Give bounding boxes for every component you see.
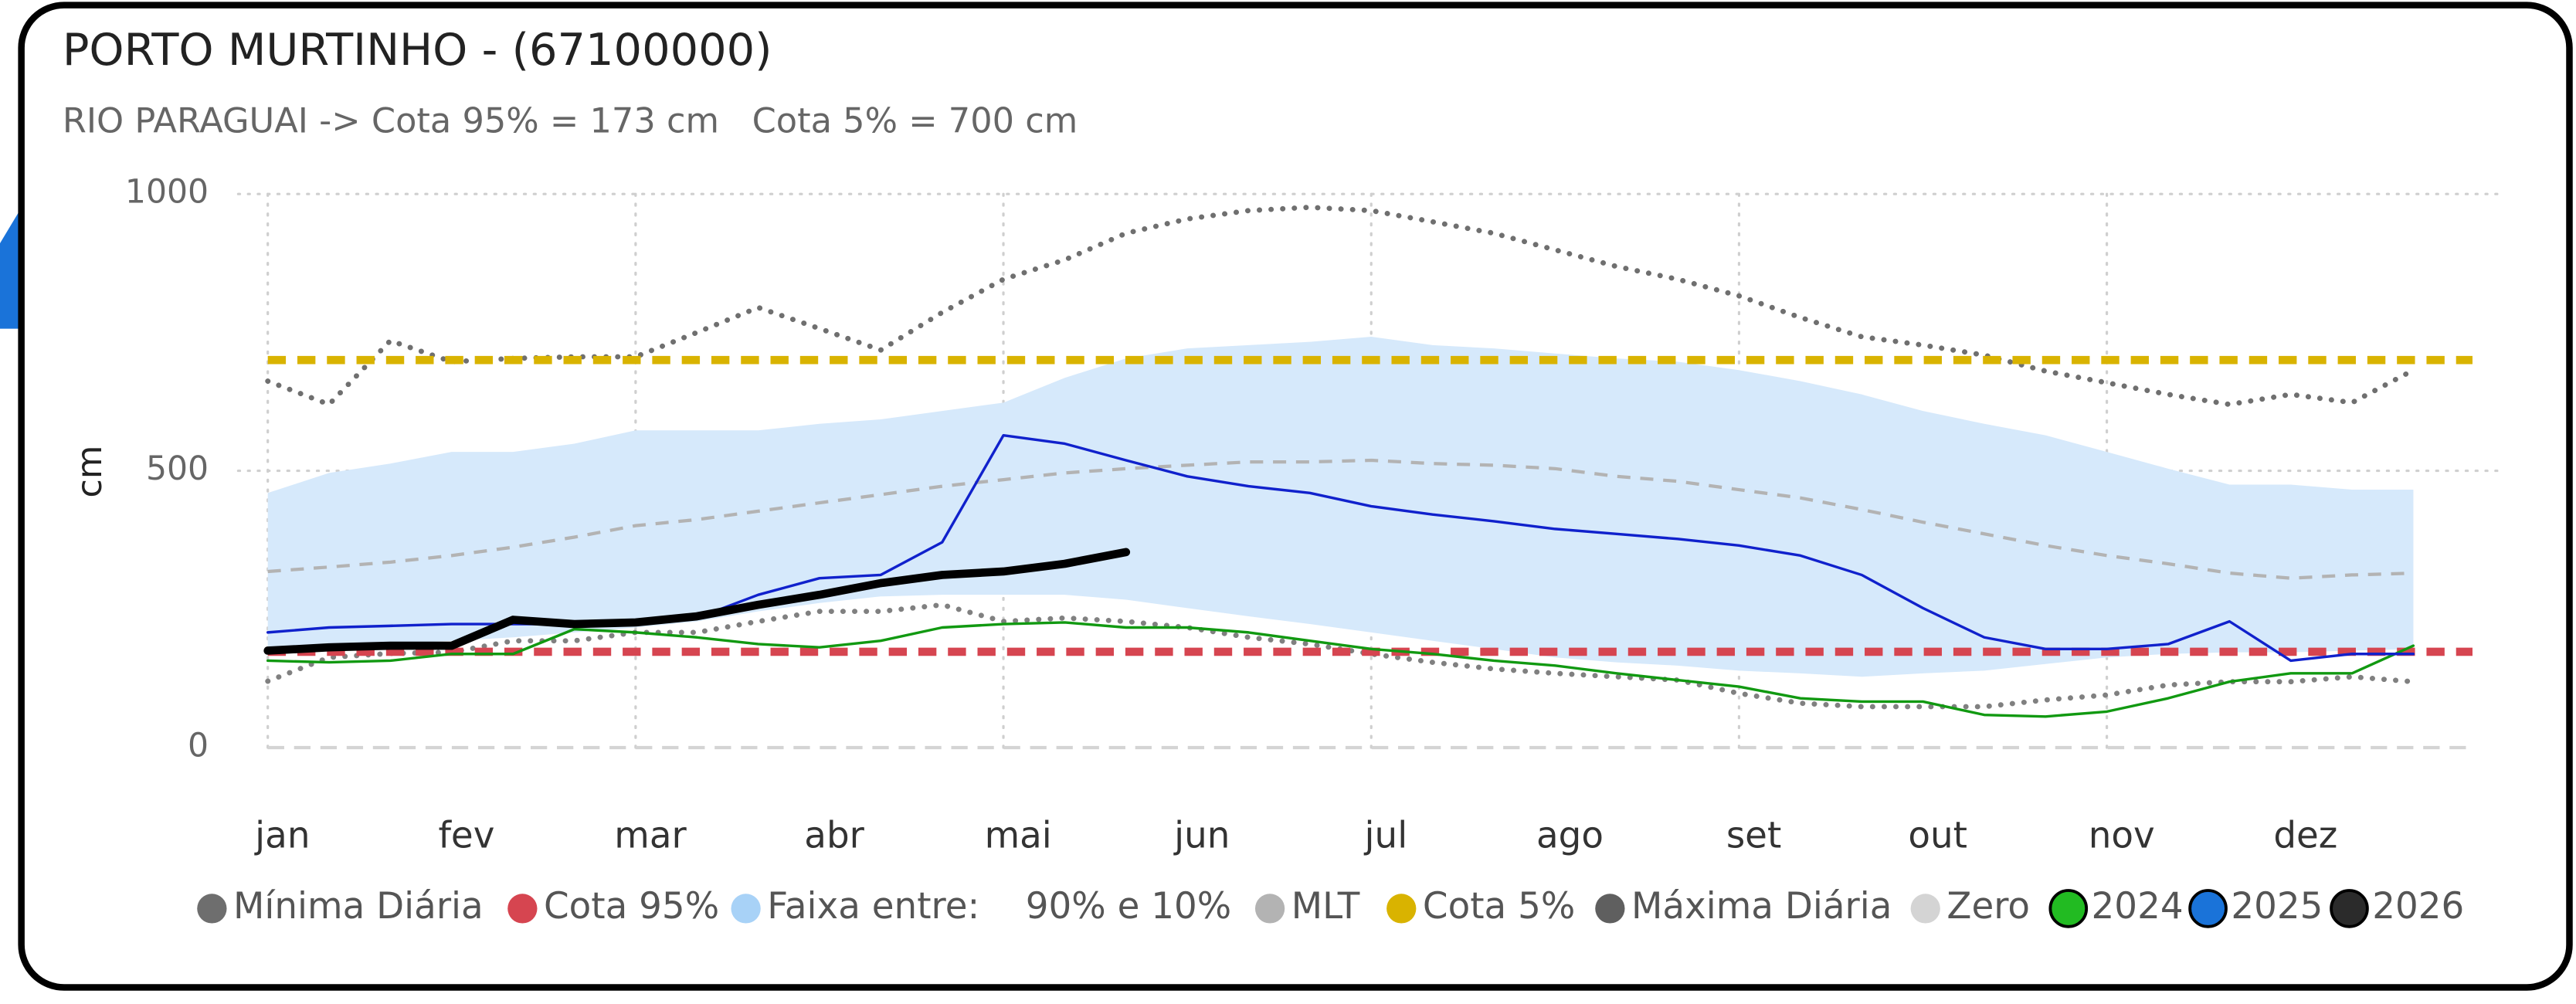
legend-label: Cota 5% — [1423, 886, 1575, 928]
legend-label: 2024 — [2092, 886, 2184, 928]
legend-label: MLT — [1291, 886, 1360, 928]
legend-label: Mínima Diária — [233, 886, 484, 928]
legend-label: 2025 — [2231, 886, 2323, 928]
legend-label: Cota 95% — [544, 886, 719, 928]
x-tick-label: dez — [2273, 815, 2337, 856]
legend-marker — [1254, 894, 1285, 924]
legend-marker — [1910, 894, 1940, 924]
x-tick-label: jun — [1173, 815, 1230, 856]
legend-marker — [1595, 894, 1625, 924]
x-tick-label: mar — [614, 815, 687, 856]
x-tick-label: nov — [2089, 815, 2155, 856]
legend-label: Faixa entre: 90% e 10% — [767, 886, 1231, 928]
legend-label: 2026 — [2372, 886, 2464, 928]
x-tick-label: set — [1726, 815, 1782, 856]
chart-subtitle: RIO PARAGUAI -> Cota 95% = 173 cm Cota 5… — [63, 101, 1078, 141]
x-tick-label: abr — [804, 815, 864, 856]
x-tick-label: ago — [1536, 815, 1604, 856]
legend-label: Máxima Diária — [1631, 886, 1892, 928]
legend-marker — [2330, 889, 2369, 928]
legend-label: Zero — [1946, 886, 2030, 928]
series-line — [265, 205, 2416, 408]
legend-marker — [2048, 889, 2089, 928]
x-tick-label: mai — [985, 815, 1052, 856]
y-axis-title: cm — [70, 446, 110, 498]
x-tick-label: out — [1908, 815, 1967, 856]
legend-marker — [2188, 889, 2228, 928]
side-tab — [0, 210, 20, 329]
band-area — [267, 337, 2414, 677]
x-tick-label: jul — [1364, 815, 1408, 856]
chart-title: PORTO MURTINHO - (67100000) — [63, 24, 772, 76]
legend-marker — [731, 894, 761, 924]
y-tick-label: 1000 — [125, 174, 209, 212]
x-tick-label: jan — [254, 815, 310, 856]
legend-marker — [507, 894, 538, 924]
series-line — [267, 458, 2414, 580]
legend-marker — [1386, 894, 1417, 924]
y-tick-label: 500 — [146, 450, 209, 488]
series-line — [263, 548, 1131, 655]
x-tick-label: fev — [438, 815, 494, 856]
series-line — [266, 621, 2415, 718]
y-tick-label: 0 — [188, 727, 209, 765]
legend-marker — [197, 894, 227, 924]
